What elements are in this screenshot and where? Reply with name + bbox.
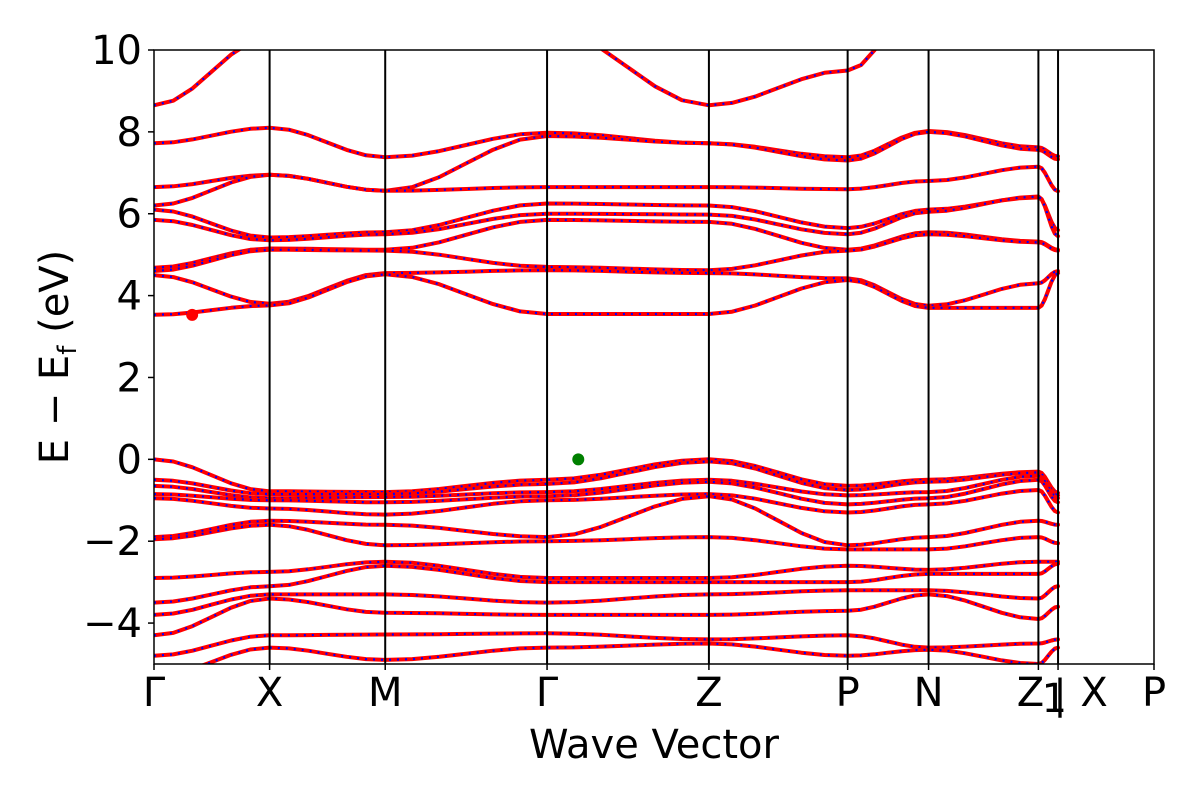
y-tick-label: −2 xyxy=(83,519,142,565)
y-tick-label: 0 xyxy=(117,437,142,483)
y-axis-title-main: E − E xyxy=(32,355,78,465)
x-tick-label: X xyxy=(1080,670,1107,716)
path-break-marker: | xyxy=(1053,672,1066,718)
x-tick-label: Z xyxy=(695,670,722,716)
y-axis-title-subscript: f xyxy=(53,345,83,355)
x-tick-label: Z xyxy=(1017,670,1044,716)
x-tick-label: N xyxy=(914,670,944,716)
band-line-overlay xyxy=(154,218,1059,269)
band-line xyxy=(154,50,877,108)
band-line xyxy=(154,217,1060,270)
high-symmetry-lines xyxy=(268,50,1060,664)
y-tick-label: −4 xyxy=(83,601,142,647)
band-line xyxy=(154,164,1060,208)
band-edge-marker xyxy=(572,453,585,466)
y-tick-label: 6 xyxy=(117,192,142,238)
band-edge-marker xyxy=(186,308,199,321)
y-axis-ticks: −4 −2 0 2 4 6 8 10 xyxy=(83,28,154,647)
band-line-overlay xyxy=(154,593,1059,637)
y-tick-label: 4 xyxy=(117,274,142,320)
y-tick-label: 8 xyxy=(117,110,142,156)
x-tick-label: 1 xyxy=(1042,676,1067,722)
x-axis-title: Wave Vector xyxy=(529,722,780,768)
x-tick-label: X xyxy=(256,670,283,716)
x-tick-label: P xyxy=(1142,670,1166,716)
x-tick-label: Γ xyxy=(143,670,166,716)
y-axis-title-unit: (eV) xyxy=(32,250,78,346)
x-tick-label: M xyxy=(368,670,403,716)
y-tick-label: 10 xyxy=(91,28,142,74)
y-tick-label: 2 xyxy=(117,355,142,401)
band-line xyxy=(154,271,1060,317)
band-edge-markers xyxy=(186,308,585,466)
x-tick-label: P xyxy=(836,670,860,716)
y-axis-title: E − Ef (eV) xyxy=(32,250,83,465)
band-line-overlay xyxy=(154,269,1059,307)
plot-frame xyxy=(153,49,1155,665)
x-axis-ticks: Γ X M Γ Z P N Z1 X P| xyxy=(143,664,1166,722)
x-tick-label: Γ xyxy=(536,670,559,716)
bands-layer xyxy=(154,50,1060,664)
band-line xyxy=(154,268,1060,308)
